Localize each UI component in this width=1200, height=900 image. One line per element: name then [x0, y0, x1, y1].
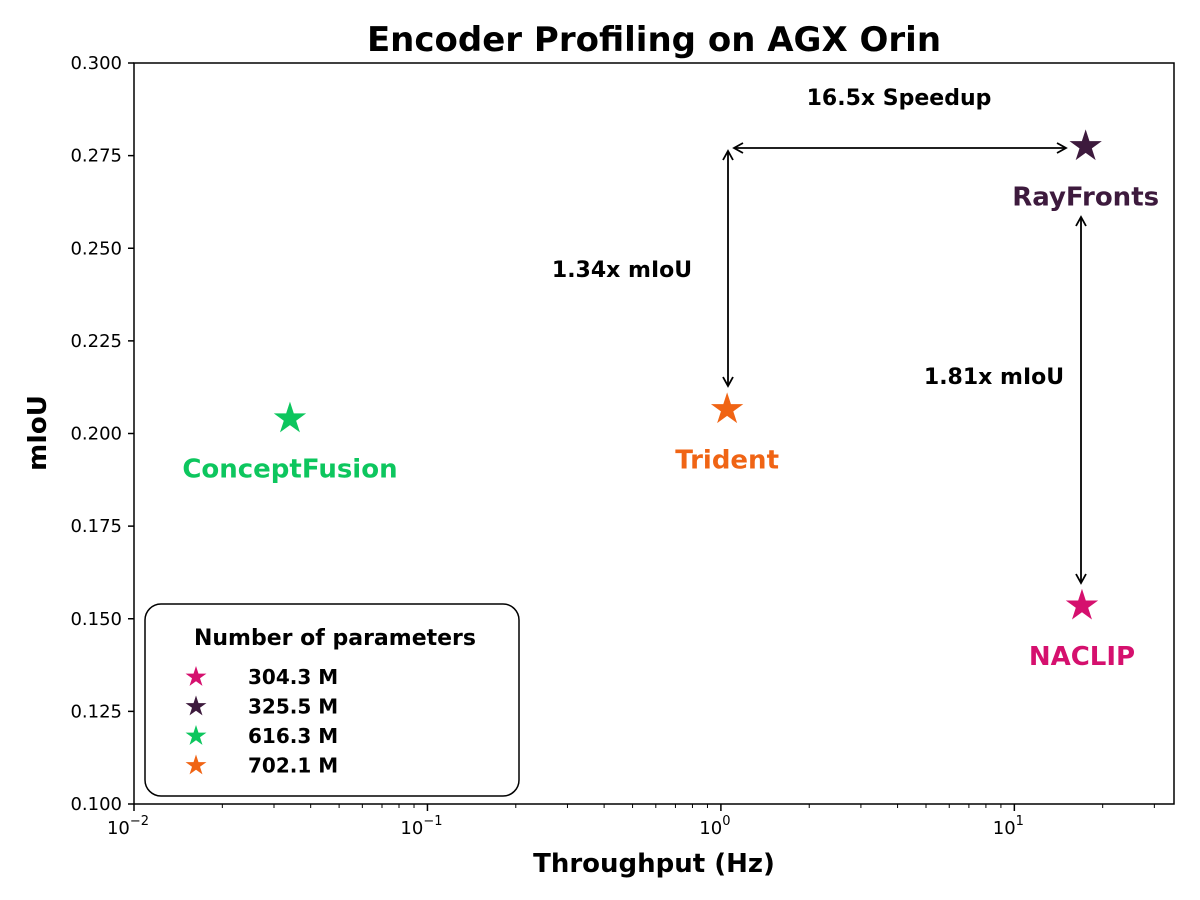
- y-tick-label: 0.200: [70, 424, 122, 445]
- y-tick-label: 0.300: [70, 53, 122, 74]
- y-tick-label: 0.250: [70, 238, 122, 259]
- legend-label: 702.1 M: [248, 754, 338, 778]
- axis-ticks: 0.100 0.125 0.150 0.175 0.200 0.225 0.250 0.275…: [70, 53, 1155, 839]
- legend-label: 616.3 M: [248, 724, 338, 748]
- annotation-arrows: [722, 142, 1087, 585]
- legend-entries: 304.3 M 325.5 M 616.3 M 702.1 M: [185, 665, 338, 778]
- point-naclip: [1065, 588, 1099, 620]
- data-points: ConceptFusion Trident RayFronts NACLIP: [182, 129, 1159, 672]
- y-tick-label: 0.100: [70, 794, 122, 815]
- point-rayfronts: [1069, 129, 1102, 161]
- y-axis-label: mIoU: [23, 395, 53, 471]
- x-tick-label: 100: [699, 814, 730, 839]
- annotation-trident-miou: 1.34x mIoU: [552, 258, 692, 283]
- y-tick-label: 0.275: [70, 146, 122, 167]
- legend-label: 325.5 M: [248, 695, 338, 719]
- legend-box: [144, 603, 520, 797]
- x-axis-label: Throughput (Hz): [533, 849, 775, 879]
- y-tick-label: 0.150: [70, 609, 122, 630]
- plot-frame: [133, 62, 1175, 805]
- legend-label: 304.3 M: [248, 665, 338, 689]
- legend: Number of parameters 304.3 M 325.5 M 616.3…: [144, 603, 520, 797]
- legend-marker: [185, 725, 207, 745]
- legend-marker: [185, 666, 207, 686]
- annotation-speedup: 16.5x Speedup: [807, 86, 992, 111]
- y-tick-label: 0.175: [70, 516, 122, 537]
- point-trident: [710, 392, 744, 424]
- legend-title: Number of parameters: [194, 626, 476, 651]
- y-tick-label: 0.125: [70, 701, 122, 722]
- chart-title: Encoder Profiling on AGX Orin: [367, 20, 941, 60]
- annotation-naclip-miou: 1.81x mIoU: [924, 365, 1064, 390]
- point-label-rayfronts: RayFronts: [1012, 182, 1159, 212]
- x-tick-label: 10−1: [400, 814, 442, 839]
- x-tick-label: 101: [993, 814, 1024, 839]
- x-tick-label: 10−2: [107, 814, 149, 839]
- y-tick-label: 0.225: [70, 331, 122, 352]
- point-conceptfusion: [273, 401, 307, 433]
- point-label-trident: Trident: [675, 445, 779, 475]
- legend-marker: [185, 695, 207, 716]
- point-label-conceptfusion: ConceptFusion: [182, 455, 397, 485]
- legend-marker: [185, 754, 207, 775]
- point-label-naclip: NACLIP: [1029, 642, 1135, 672]
